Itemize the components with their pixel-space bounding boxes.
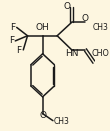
Text: O: O	[39, 111, 46, 120]
Text: HN: HN	[65, 49, 79, 58]
Text: O: O	[82, 14, 88, 23]
Text: F: F	[16, 46, 22, 55]
Text: CHO: CHO	[91, 49, 109, 58]
Text: F: F	[10, 23, 16, 32]
Text: CH3: CH3	[53, 118, 69, 126]
Text: CH3: CH3	[93, 23, 109, 32]
Text: F: F	[9, 36, 14, 45]
Text: O: O	[63, 2, 70, 11]
Text: OH: OH	[36, 23, 50, 32]
